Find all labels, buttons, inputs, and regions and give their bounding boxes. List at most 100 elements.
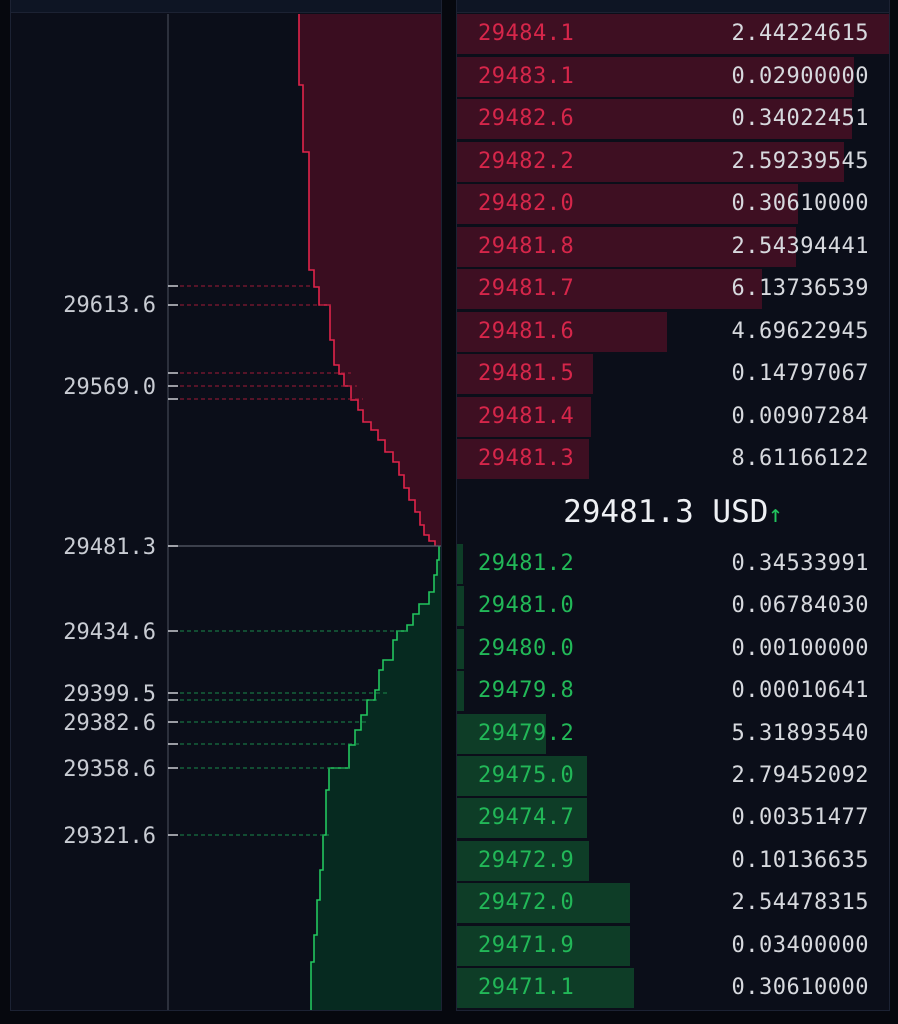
ask-price: 29481.4	[478, 403, 575, 429]
bid-row[interactable]: 29479.2 5.31893540	[457, 713, 889, 754]
bid-row[interactable]: 29480.0 0.00100000	[457, 628, 889, 669]
ask-depth-bar	[457, 439, 589, 479]
depth-chart[interactable]: 29613.6 29569.0 29481.3 29434.6 29399.5 29382…	[11, 0, 442, 1011]
ask-price: 29484.1	[478, 21, 575, 46]
ask-quantity: 0.02900000	[731, 63, 869, 89]
ask-row[interactable]: 29481.7 6.13736539	[457, 269, 889, 309]
ask-price: 29483.1	[478, 63, 575, 89]
bid-row[interactable]: 29475.0 2.79452092	[457, 756, 889, 796]
bid-depth-area	[311, 546, 441, 1010]
ask-depth-bar	[457, 396, 591, 437]
bid-depth-bar	[457, 586, 464, 627]
ask-quantity: 2.54394441	[731, 233, 869, 259]
bid-price: 29474.7	[478, 805, 575, 831]
bid-price: 29480.0	[478, 635, 575, 661]
ask-depth-bar	[457, 269, 762, 309]
ask-quantity: 2.44224615	[731, 21, 869, 46]
bid-depth-bar	[457, 883, 630, 924]
bid-depth-bar	[457, 713, 546, 754]
bid-quantity: 0.30610000	[731, 975, 869, 1000]
ask-price: 29482.6	[478, 106, 575, 131]
ask-row[interactable]: 29481.6 4.69622945	[457, 311, 889, 352]
depth-chart-header	[11, 0, 441, 13]
bid-row[interactable]: 29472.0 2.54478315	[457, 883, 889, 924]
ask-row[interactable]: 29481.5 0.14797067	[457, 354, 889, 394]
mid-price: 29481.3 USD↑	[457, 488, 889, 536]
ask-price: 29482.2	[478, 148, 575, 174]
ask-quantity: 6.13736539	[731, 276, 869, 301]
ask-depth-bar	[457, 184, 798, 224]
ask-quantity: 8.61166122	[731, 446, 869, 471]
bid-price: 29471.1	[478, 975, 575, 1000]
ask-quantity: 0.34022451	[731, 106, 869, 131]
bid-row[interactable]: 29474.7 0.00351477	[457, 798, 889, 839]
ask-price: 29481.3	[478, 446, 575, 471]
ask-depth-bar	[457, 354, 593, 394]
ask-depth-bar	[457, 311, 667, 352]
ask-row[interactable]: 29482.6 0.34022451	[457, 99, 889, 139]
price-axis-label: 29321.6	[63, 824, 156, 849]
ask-row[interactable]: 29484.1 2.44224615	[457, 14, 889, 54]
price-axis-label: 29382.6	[63, 711, 156, 736]
price-axis-label: 29399.5	[63, 682, 156, 707]
bid-depth-bar	[457, 925, 630, 966]
bid-quantity: 5.31893540	[731, 720, 869, 746]
bid-quantity: 0.00100000	[731, 635, 869, 661]
ask-quantity: 2.59239545	[731, 148, 869, 174]
ask-price: 29481.8	[478, 233, 575, 259]
bid-row[interactable]: 29472.9 0.10136635	[457, 840, 889, 881]
bid-quantity: 2.54478315	[731, 890, 869, 916]
bid-price: 29472.0	[478, 890, 575, 916]
bid-quantity: 0.00010641	[731, 678, 869, 704]
bid-row[interactable]: 29479.8 0.00010641	[457, 671, 889, 712]
bid-depth-bar	[457, 628, 464, 669]
bid-depth-bar	[457, 671, 464, 712]
bid-depth-bar	[457, 968, 634, 1008]
ask-price: 29482.0	[478, 191, 575, 216]
bid-price: 29481.2	[478, 551, 575, 576]
ask-depth-bar	[457, 99, 852, 139]
bid-price: 29472.9	[478, 847, 575, 873]
ask-depth-area	[299, 14, 441, 546]
price-axis-label: 29358.6	[63, 757, 156, 782]
bid-quantity: 0.34533991	[731, 551, 869, 576]
bid-row[interactable]: 29481.0 0.06784030	[457, 586, 889, 627]
bid-quantity: 2.79452092	[731, 763, 869, 788]
bid-price: 29479.8	[478, 678, 575, 704]
price-axis-label: 29481.3	[63, 535, 156, 560]
bid-row[interactable]: 29481.2 0.34533991	[457, 544, 889, 584]
bid-quantity: 0.06784030	[731, 593, 869, 619]
ask-quantity: 4.69622945	[731, 318, 869, 344]
bid-depth-bar	[457, 840, 589, 881]
ask-quantity: 0.30610000	[731, 191, 869, 216]
ask-depth-bar	[457, 141, 844, 182]
ask-row[interactable]: 29481.4 0.00907284	[457, 396, 889, 437]
bid-depth-line	[310, 546, 440, 1010]
bid-row[interactable]: 29471.1 0.30610000	[457, 968, 889, 1008]
ask-depth-bar	[457, 226, 796, 267]
ask-depth-bar	[457, 14, 889, 54]
bid-row[interactable]: 29471.9 0.03400000	[457, 925, 889, 966]
ask-depth-bar	[457, 56, 854, 97]
ask-price: 29481.7	[478, 276, 575, 301]
bid-depth-bar	[457, 756, 587, 796]
price-axis-label: 29434.6	[63, 620, 156, 645]
bid-quantity: 0.00351477	[731, 805, 869, 831]
ask-row[interactable]: 29481.3 8.61166122	[457, 439, 889, 479]
ask-price: 29481.5	[478, 361, 575, 386]
ask-price: 29481.6	[478, 318, 575, 344]
order-book-panel: 29484.1 2.44224615 29483.1 0.02900000 29482.…	[456, 0, 890, 1011]
depth-chart-panel: 29613.6 29569.0 29481.3 29434.6 29399.5 29382…	[10, 0, 442, 1011]
bid-quantity: 0.03400000	[731, 932, 869, 958]
ask-row[interactable]: 29482.0 0.30610000	[457, 184, 889, 224]
price-axis-label: 29613.6	[63, 293, 156, 318]
ask-row[interactable]: 29481.8 2.54394441	[457, 226, 889, 267]
ask-row[interactable]: 29482.2 2.59239545	[457, 141, 889, 182]
ask-depth-line	[298, 14, 436, 546]
bid-depth-bar	[457, 544, 463, 584]
ask-row[interactable]: 29483.1 0.02900000	[457, 56, 889, 97]
ask-quantity: 0.00907284	[731, 403, 869, 429]
bid-quantity: 0.10136635	[731, 847, 869, 873]
bid-price: 29481.0	[478, 593, 575, 619]
mid-price-value: 29481.3 USD	[563, 494, 769, 530]
